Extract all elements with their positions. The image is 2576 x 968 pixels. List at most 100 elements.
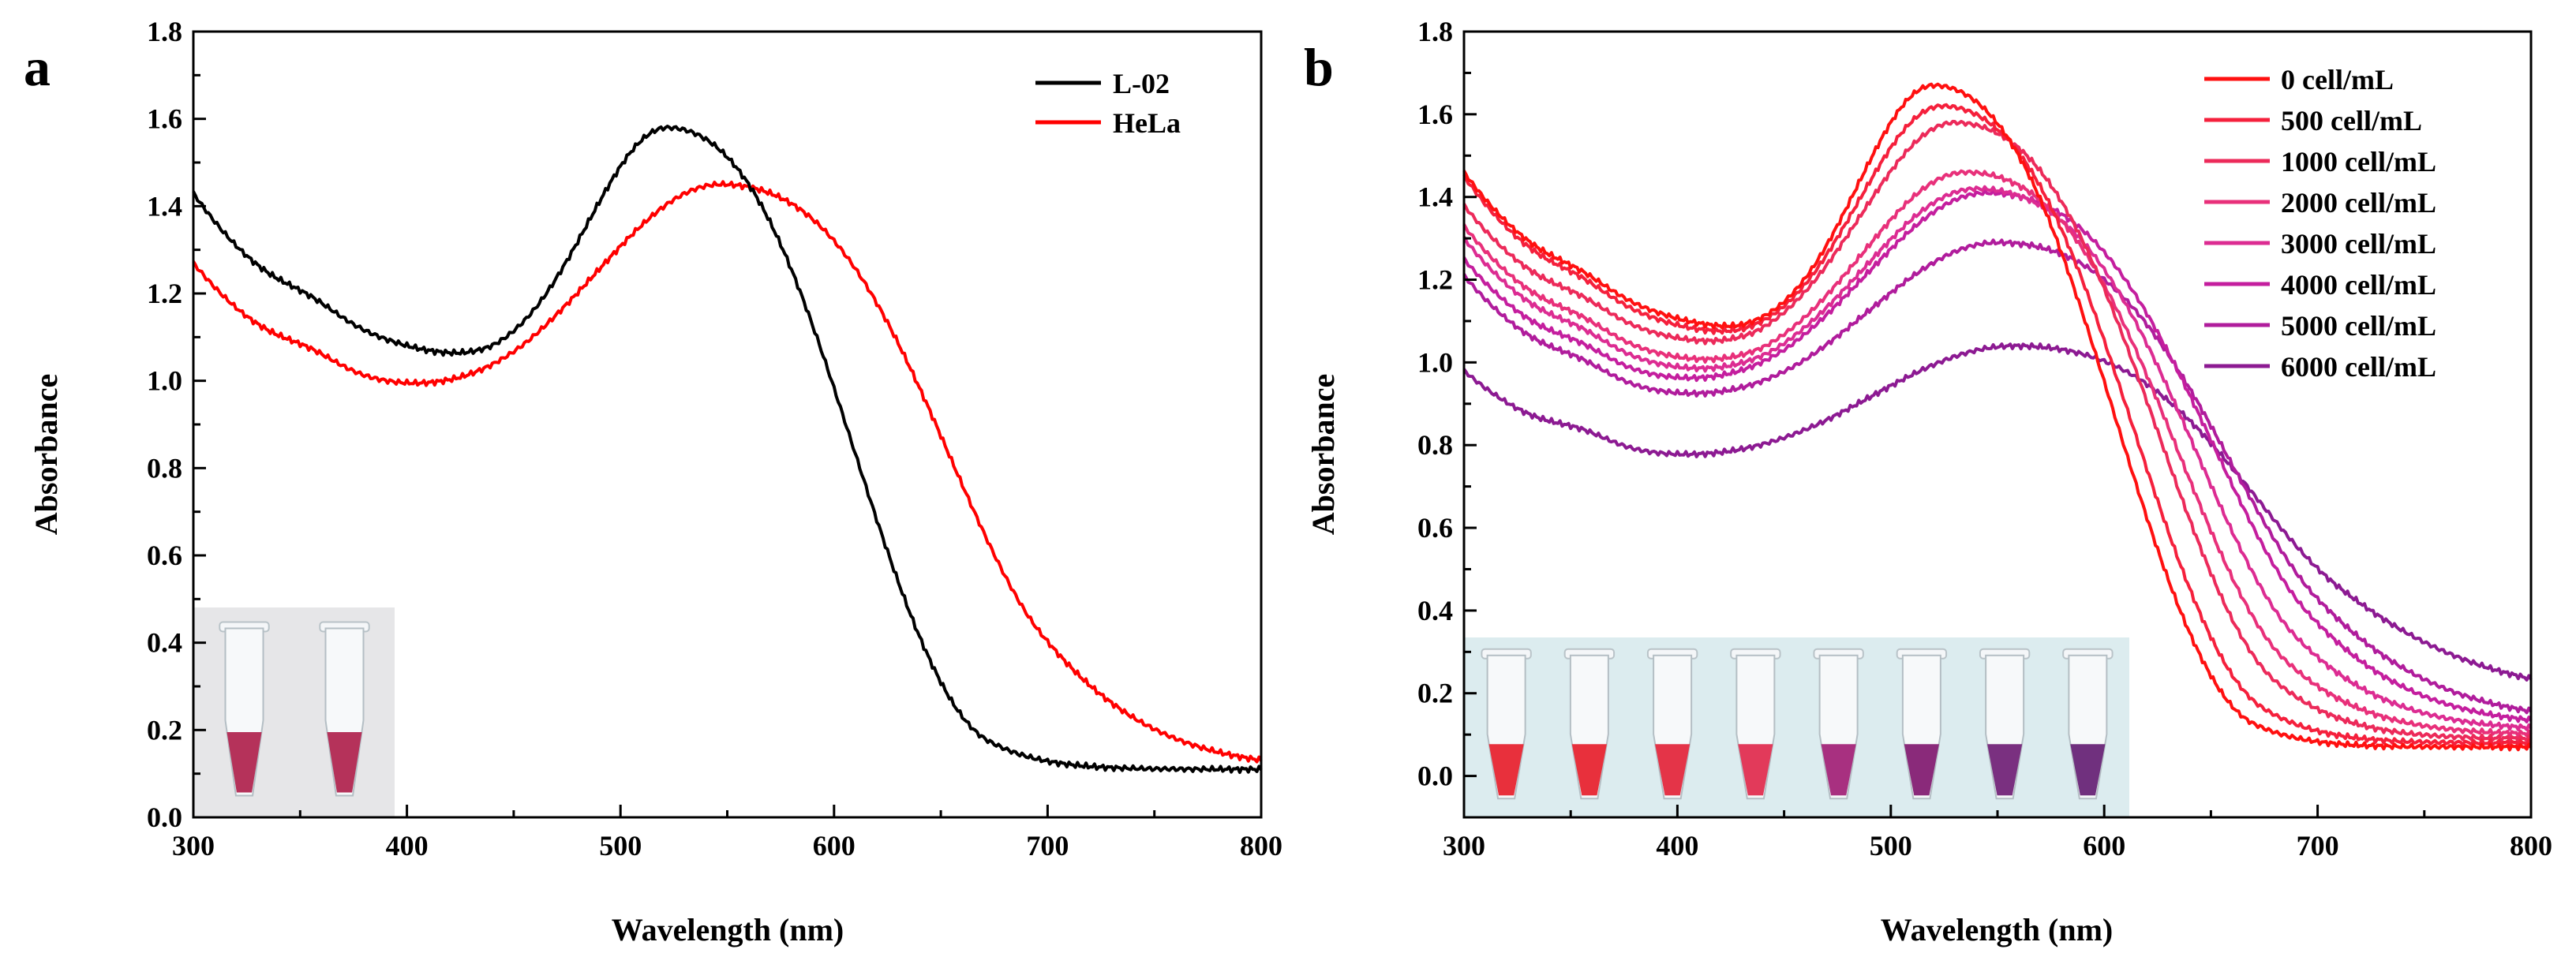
y-tick-label: 1.8 bbox=[147, 16, 182, 47]
x-tick-label: 300 bbox=[172, 830, 215, 861]
series-line-l-02 bbox=[192, 125, 1263, 774]
series-line-3000-cell-ml bbox=[1462, 185, 2533, 731]
inset-tube bbox=[1730, 648, 1781, 800]
panel-b-legend: 0 cell/mL 500 cell/mL 1000 cell/mL 2000 cel… bbox=[2204, 64, 2436, 383]
tube-liquid bbox=[1738, 744, 1773, 796]
inset-tube bbox=[1481, 648, 1532, 800]
legend-label: L-02 bbox=[1113, 68, 1170, 99]
x-tick-label: 600 bbox=[2083, 830, 2125, 861]
tube-liquid bbox=[2070, 744, 2106, 796]
y-tick-label: 1.2 bbox=[1417, 264, 1453, 296]
tube-liquid bbox=[227, 731, 262, 793]
legend-entry: 4000 cell/mL bbox=[2204, 269, 2436, 301]
series-line-5000-cell-ml bbox=[1462, 238, 2533, 715]
panel-b-axes: 300 400 500 600 700 800 0.0 0.2 0.4 0.6 0.8 1.0 1.2 1… bbox=[1417, 16, 2552, 861]
tube-liquid bbox=[1821, 744, 1856, 796]
x-tick-label: 800 bbox=[2510, 830, 2552, 861]
y-tick-label: 0.0 bbox=[1417, 761, 1453, 792]
x-tick-label: 400 bbox=[1656, 830, 1698, 861]
panel-b: b 300 400 500 600 700 800 0.0 0.2 0.4 0.6 0.8 1.0 1.… bbox=[1304, 16, 2552, 947]
series-line-hela bbox=[192, 180, 1263, 764]
legend-entry: 2000 cell/mL bbox=[2204, 187, 2436, 219]
panel-a-label: a bbox=[24, 37, 51, 97]
legend-entry: HeLa bbox=[1035, 107, 1181, 139]
y-tick-label: 1.6 bbox=[1417, 99, 1453, 130]
y-tick-label: 0.8 bbox=[1417, 429, 1453, 461]
y-tick-label: 1.4 bbox=[1417, 181, 1453, 213]
inset-tube bbox=[219, 621, 270, 797]
x-tick-label: 500 bbox=[599, 830, 642, 861]
legend-label: 500 cell/mL bbox=[2281, 105, 2422, 136]
x-tick-label: 500 bbox=[1870, 830, 1912, 861]
tube-liquid bbox=[327, 731, 362, 793]
inset-tube bbox=[1979, 648, 2031, 800]
panel-b-series-lines bbox=[1462, 82, 2533, 752]
y-tick-label: 1.4 bbox=[147, 190, 182, 222]
x-tick-label: 400 bbox=[386, 830, 429, 861]
series-line-4000-cell-ml bbox=[1462, 189, 2533, 723]
y-tick-label: 1.0 bbox=[147, 365, 182, 397]
inset-photo-background bbox=[1465, 637, 2129, 817]
panel-b-y-axis-title: Absorbance bbox=[1305, 374, 1341, 535]
series-line-1000-cell-ml bbox=[1462, 119, 2533, 743]
x-tick-label: 700 bbox=[1026, 830, 1069, 861]
legend-label: 6000 cell/mL bbox=[2281, 351, 2436, 383]
legend-entry: 0 cell/mL bbox=[2204, 64, 2394, 95]
legend-entry: 5000 cell/mL bbox=[2204, 310, 2436, 342]
y-tick-label: 0.0 bbox=[147, 802, 182, 833]
x-tick-label: 600 bbox=[813, 830, 856, 861]
inset-tube bbox=[2062, 648, 2114, 800]
y-tick-label: 1.2 bbox=[147, 278, 182, 309]
panel-a-series-lines bbox=[192, 125, 1263, 774]
panel-a-legend: L-02 HeLa bbox=[1035, 68, 1181, 139]
legend-label: 1000 cell/mL bbox=[2281, 146, 2436, 178]
tube-liquid bbox=[1904, 744, 1939, 796]
series-line-0-cell-ml bbox=[1462, 82, 2533, 752]
tube-liquid bbox=[1655, 744, 1690, 796]
legend-label: 5000 cell/mL bbox=[2281, 310, 2436, 342]
x-tick-label: 700 bbox=[2297, 830, 2339, 861]
inset-photo-background bbox=[194, 607, 395, 817]
y-tick-label: 0.2 bbox=[147, 714, 182, 746]
legend-entry: 500 cell/mL bbox=[2204, 105, 2422, 136]
panel-a-axes: 300 400 500 600 700 800 0.0 0.2 0.4 0.6 0.8 1.0 1.2 1… bbox=[147, 16, 1282, 861]
panel-a-x-axis-title: Wavelength (nm) bbox=[612, 912, 844, 947]
y-tick-label: 0.2 bbox=[1417, 678, 1453, 709]
legend-entry: 6000 cell/mL bbox=[2204, 351, 2436, 383]
legend-entry: L-02 bbox=[1035, 68, 1170, 99]
legend-label: 0 cell/mL bbox=[2281, 64, 2394, 95]
y-tick-label: 0.4 bbox=[147, 627, 182, 659]
panel-a-inset-photo bbox=[194, 607, 395, 817]
inset-tube bbox=[1813, 648, 1864, 800]
inset-tube bbox=[319, 621, 370, 797]
panel-b-label: b bbox=[1304, 37, 1334, 97]
inset-tube bbox=[1646, 648, 1698, 800]
panel-b-inset-photo bbox=[1465, 637, 2129, 817]
legend-entry: 3000 cell/mL bbox=[2204, 228, 2436, 260]
legend-label: HeLa bbox=[1113, 107, 1181, 139]
inset-tube bbox=[1896, 648, 1948, 800]
panel-a-y-axis-title: Absorbance bbox=[28, 374, 64, 535]
legend-entry: 1000 cell/mL bbox=[2204, 146, 2436, 178]
y-tick-label: 1.6 bbox=[147, 103, 182, 135]
inset-tube bbox=[1563, 648, 1616, 800]
series-line-6000-cell-ml bbox=[1462, 342, 2533, 682]
panel-b-x-axis-title: Wavelength (nm) bbox=[1881, 912, 2113, 947]
panel-a: a 300 400 500 600 700 800 0.0 0.2 0.4 0.6 0.8 1.0 1.… bbox=[24, 16, 1282, 947]
x-tick-label: 300 bbox=[1443, 830, 1485, 861]
series-line-2000-cell-ml bbox=[1462, 169, 2533, 738]
tube-liquid bbox=[1571, 744, 1607, 796]
tube-liquid bbox=[1488, 744, 1524, 796]
x-tick-label: 800 bbox=[1240, 830, 1282, 861]
y-tick-label: 1.8 bbox=[1417, 16, 1453, 47]
y-tick-label: 0.6 bbox=[1417, 512, 1453, 544]
y-tick-label: 0.4 bbox=[1417, 595, 1453, 626]
tube-liquid bbox=[1987, 744, 2023, 796]
y-tick-label: 1.0 bbox=[1417, 346, 1453, 378]
y-tick-label: 0.6 bbox=[147, 540, 182, 571]
legend-label: 4000 cell/mL bbox=[2281, 269, 2436, 301]
y-tick-label: 0.8 bbox=[147, 452, 182, 484]
legend-label: 2000 cell/mL bbox=[2281, 187, 2436, 219]
legend-label: 3000 cell/mL bbox=[2281, 228, 2436, 260]
